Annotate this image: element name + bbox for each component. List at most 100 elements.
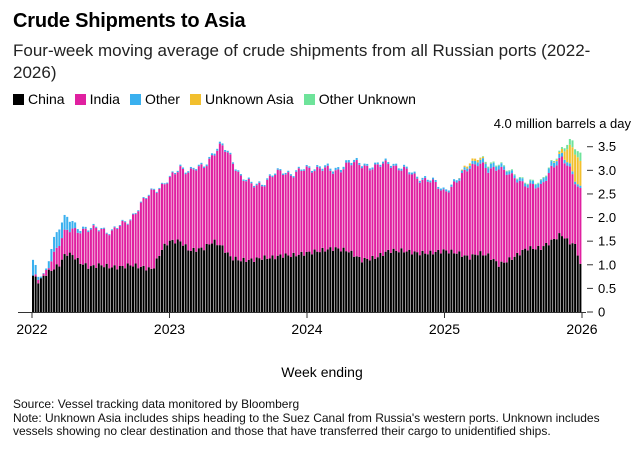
x-axis-label: Week ending (281, 364, 363, 380)
bar-segment-other-unknown (492, 161, 495, 163)
bar-segment-china (245, 261, 248, 312)
bar-segment-china (424, 253, 427, 312)
bar-segment-other (253, 185, 256, 188)
bar-segment-india (274, 175, 277, 260)
bar-segment-other (510, 170, 513, 174)
bar-segment-china (366, 258, 369, 312)
bar-segment-china (350, 250, 353, 312)
bar-segment-india (282, 174, 285, 258)
bar-segment-china (260, 259, 263, 312)
bar-segment-other (266, 178, 269, 180)
bar-segment-india (403, 166, 406, 253)
bar-segment-other (368, 168, 371, 171)
bar-segment-other (221, 143, 224, 146)
bar-segment-india (382, 163, 385, 256)
bar-segment-other (292, 176, 295, 178)
bar-segment-india (224, 151, 227, 253)
bar-segment-other (179, 164, 182, 167)
bar-segment-china (142, 265, 145, 312)
bar-segment-china (284, 253, 287, 312)
bar-segment-india (66, 229, 69, 256)
bar-segment-china (550, 239, 553, 312)
bar-segment-china (318, 252, 321, 312)
bar-segment-india (168, 176, 171, 241)
bar-segment-china (566, 238, 569, 312)
bar-segment-china (155, 258, 158, 312)
bar-segment-other (129, 219, 132, 221)
bar-segment-china (168, 240, 171, 312)
bar-segment-other-unknown (518, 177, 521, 178)
bar-segment-other (360, 166, 363, 169)
bar-segment-china (274, 259, 277, 312)
bar-segment-india (460, 173, 463, 257)
bar-segment-other (74, 222, 77, 229)
bar-segment-other (192, 167, 195, 170)
legend-item-india: India (74, 91, 120, 107)
footer: Source: Vessel tracking data monitored b… (13, 397, 635, 439)
bar-segment-other-unknown (576, 151, 579, 158)
bar-segment-india (529, 183, 532, 247)
bar-segment-china (100, 265, 103, 312)
bar-segment-india (389, 167, 392, 253)
legend-item-china: China (13, 91, 65, 107)
y-tick-label: 0.5 (598, 281, 616, 296)
bar-segment-india (363, 165, 366, 258)
bar-segment-india (76, 232, 79, 258)
bar-segment-china (139, 266, 142, 312)
bar-segment-other (558, 153, 561, 158)
bar-segment-china (226, 252, 229, 312)
bar-segment-china (529, 246, 532, 312)
bar-segment-other-unknown (574, 149, 577, 155)
bars-group (32, 138, 582, 312)
bar-segment-other-unknown (497, 164, 500, 166)
bar-segment-other (447, 190, 450, 193)
bar-segment-china (103, 267, 106, 312)
bar-segment-china (487, 253, 490, 312)
bar-segment-other (468, 165, 471, 169)
bar-segment-india (239, 175, 242, 262)
bar-segment-other (113, 226, 116, 228)
bar-segment-china (392, 248, 395, 312)
bar-segment-china (174, 243, 177, 312)
bar-segment-other-unknown (505, 170, 508, 172)
bar-segment-china (71, 255, 74, 312)
bar-segment-india (416, 178, 419, 253)
bar-segment-china (208, 244, 211, 312)
bar-segment-india (426, 181, 429, 255)
bar-segment-china (268, 258, 271, 312)
bar-segment-other-unknown (526, 183, 529, 185)
bar-segment-other (71, 220, 74, 229)
bar-segment-india (105, 233, 108, 264)
bar-segment-unknown-asia (574, 154, 577, 182)
bar-segment-india (176, 172, 179, 240)
bar-segment-india (453, 181, 456, 254)
bar-segment-india (513, 178, 516, 257)
bar-segment-india (139, 202, 142, 267)
bar-segment-china (374, 258, 377, 312)
bar-segment-other (332, 171, 335, 174)
bar-segment-india (145, 198, 148, 271)
bar-segment-china (539, 249, 542, 312)
bar-segment-india (479, 163, 482, 252)
bar-segment-other (392, 163, 395, 166)
bar-segment-india (92, 225, 95, 266)
bar-segment-other (303, 169, 306, 171)
bar-segment-china (292, 252, 295, 312)
bar-segment-china (310, 254, 313, 312)
bar-segment-india (258, 182, 261, 259)
bar-segment-china (255, 257, 258, 312)
bar-segment-china (74, 259, 77, 312)
bar-segment-other (439, 188, 442, 191)
bar-segment-other (197, 164, 200, 167)
bar-segment-other-unknown (563, 148, 566, 152)
bar-segment-india (45, 269, 48, 276)
bar-segment-india (210, 155, 213, 244)
bar-segment-india (155, 192, 158, 259)
bar-segment-india (524, 186, 527, 249)
bar-segment-unknown-asia (460, 169, 463, 171)
bar-segment-china (297, 254, 300, 312)
bar-segment-other (460, 170, 463, 174)
bar-segment-other (284, 172, 287, 175)
bar-segment-other (87, 230, 90, 233)
bar-segment-china (376, 257, 379, 312)
